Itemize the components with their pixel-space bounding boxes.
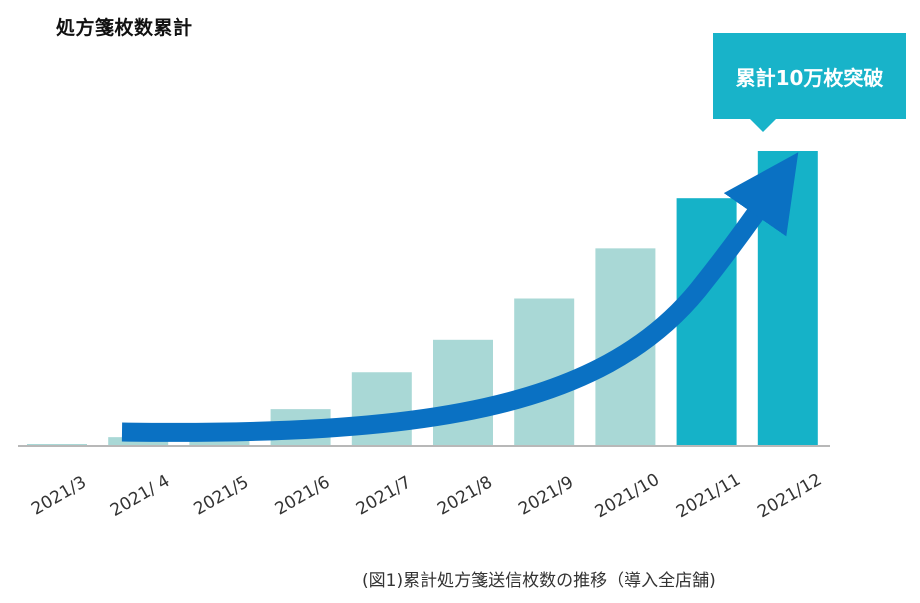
callout-pointer (749, 118, 777, 132)
x-tick-label: 2021/6 (272, 472, 334, 519)
x-tick-label: 2021/8 (434, 472, 496, 519)
bar-2021-11 (676, 198, 737, 446)
x-axis-labels: 2021/3 2021/ 4 2021/5 2021/6 2021/7 2021/8 202… (28, 470, 825, 523)
x-tick-label: 2021/5 (191, 472, 253, 519)
x-tick-label: 2021/12 (754, 470, 825, 523)
x-tick-label: 2021/10 (592, 470, 663, 523)
x-tick-label: 2021/11 (673, 470, 744, 523)
chart-title: 処方箋枚数累計 (56, 17, 193, 39)
bar-2021-9 (514, 298, 575, 446)
figure-caption: (図1)累計処方箋送信枚数の推移（導入全店舗) (362, 571, 716, 591)
callout-text: 累計10万枚突破 (735, 65, 884, 90)
x-tick-label: 2021/ 4 (107, 471, 173, 521)
trend-arrow (121, 152, 799, 442)
bar-2021-8 (433, 339, 493, 446)
x-tick-label: 2021/3 (28, 472, 90, 519)
callout-box: 累計10万枚突破 (713, 33, 906, 119)
x-tick-label: 2021/9 (515, 472, 577, 519)
x-tick-label: 2021/7 (353, 472, 415, 519)
